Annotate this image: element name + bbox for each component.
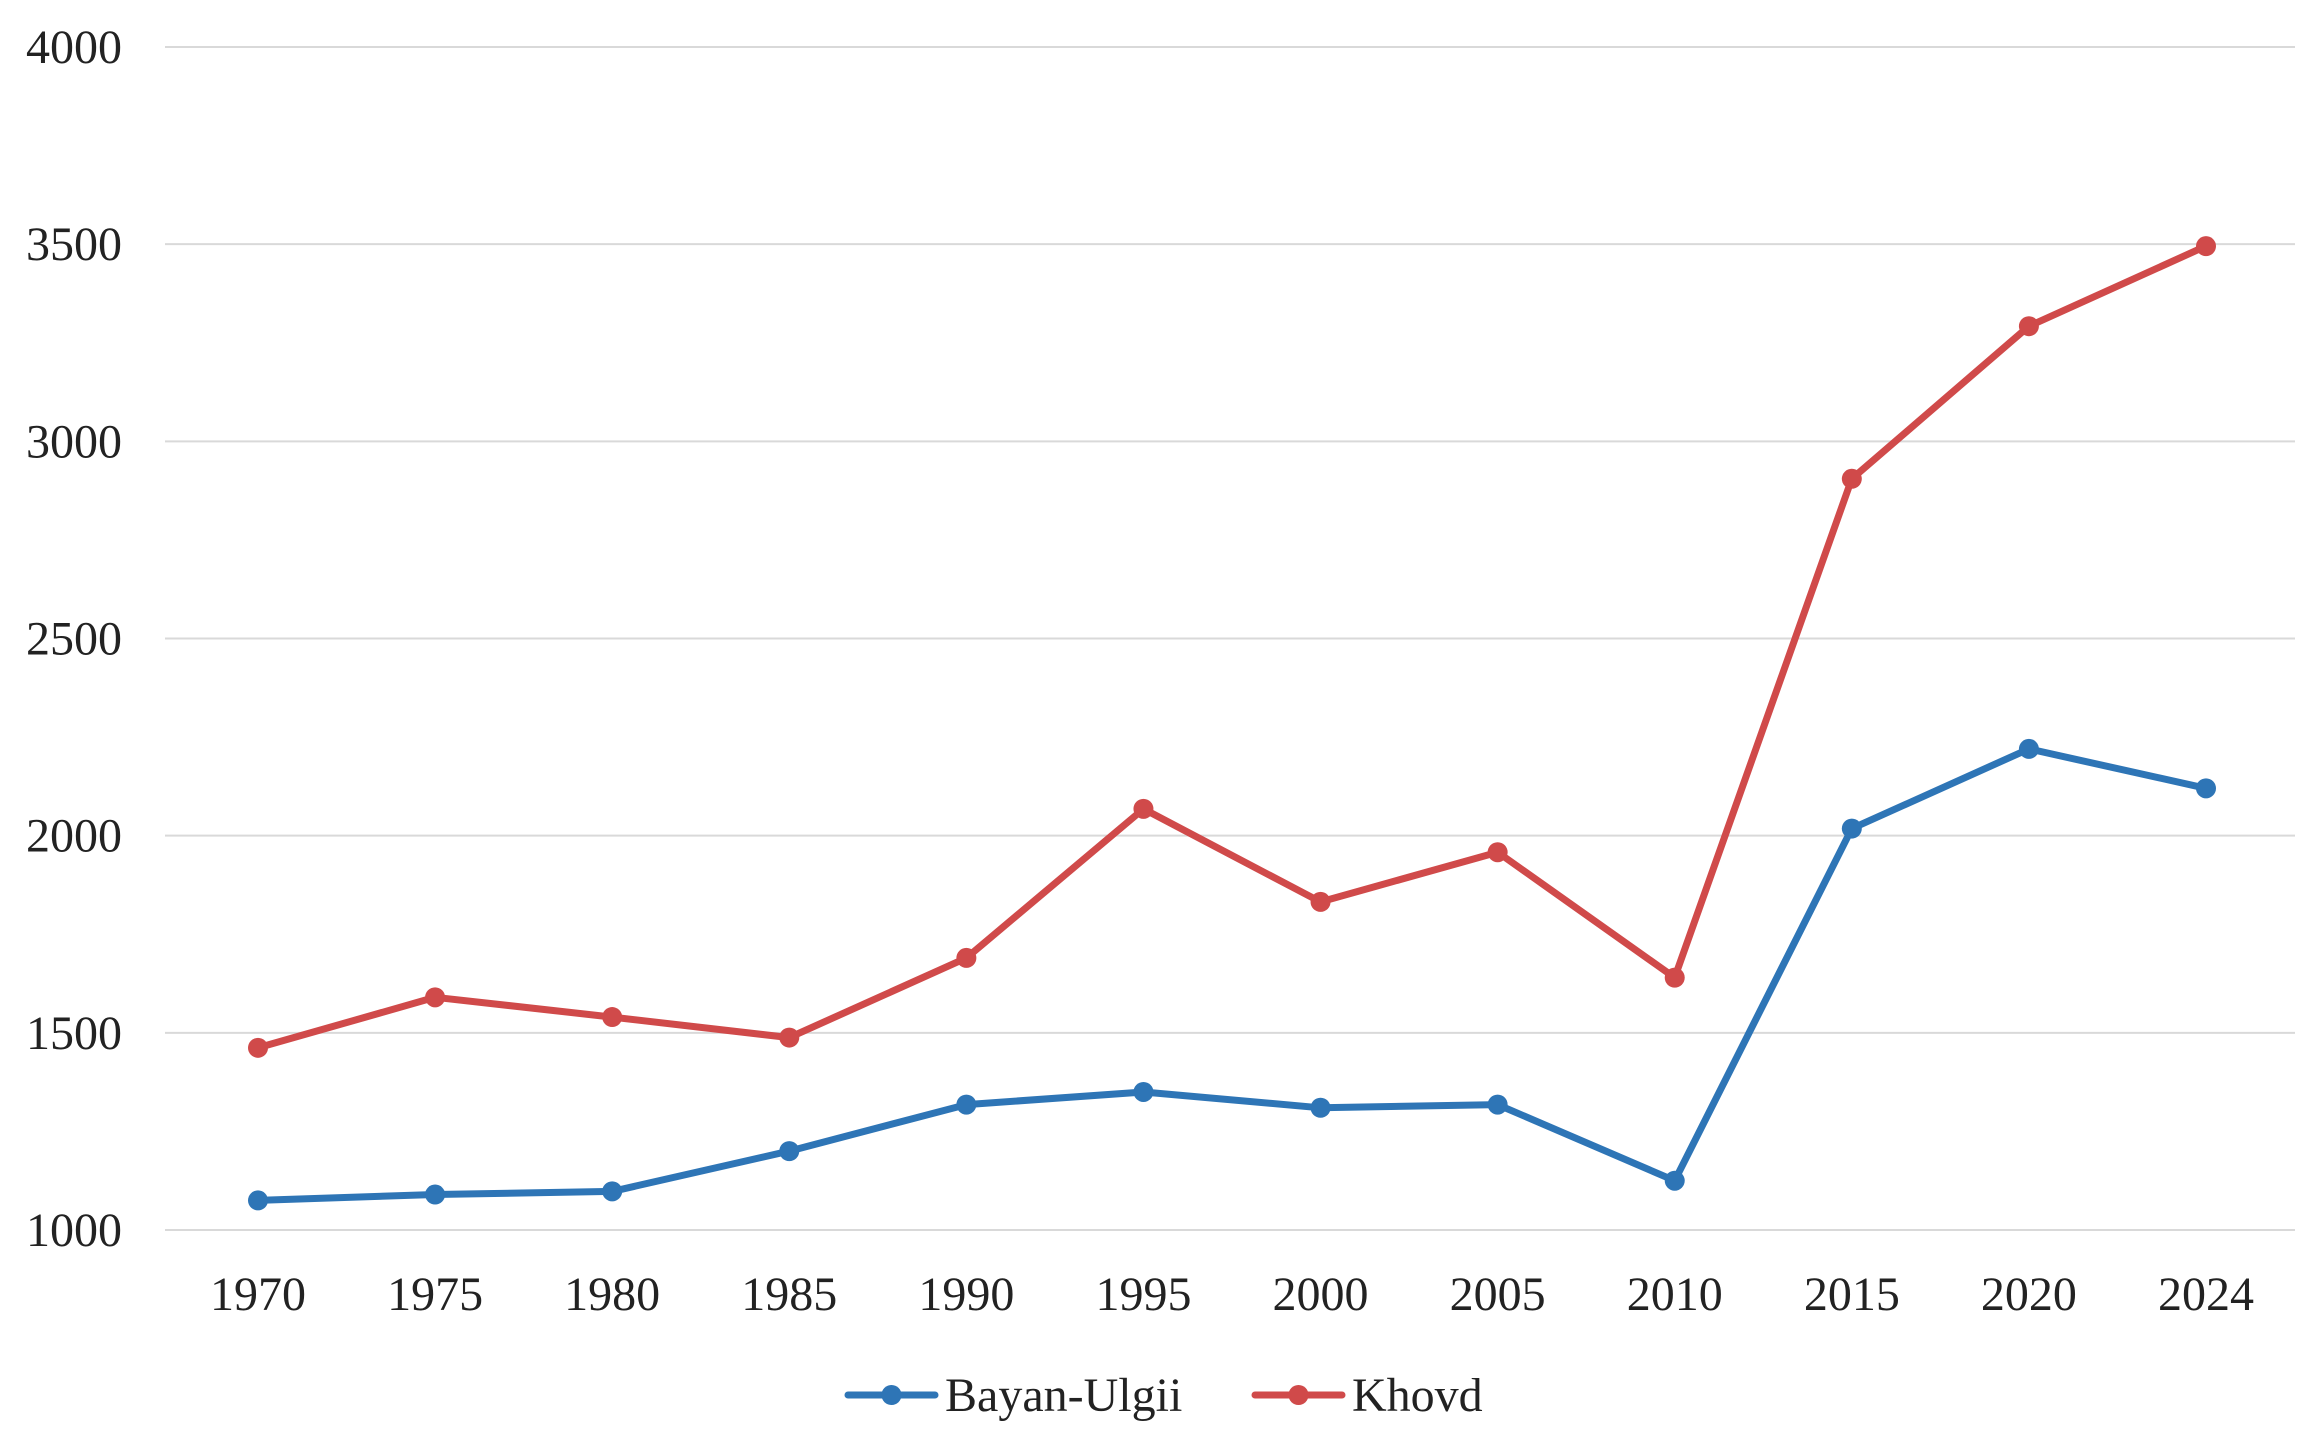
x-tick-label: 1970 (210, 1268, 306, 1321)
data-point-khovd (2018, 316, 2039, 337)
data-point-bayan-ulgii (2196, 778, 2216, 799)
data-point-khovd (2196, 236, 2216, 257)
data-point-bayan-ulgii (602, 1181, 623, 1202)
x-tick-label: 1975 (387, 1268, 483, 1321)
data-point-bayan-ulgii (1841, 818, 1862, 839)
x-tick-label: 1990 (918, 1268, 1014, 1321)
data-point-bayan-ulgii (1310, 1097, 1331, 1118)
x-tick-label: 1995 (1095, 1268, 1191, 1321)
x-tick-label: 2005 (1450, 1268, 1546, 1321)
data-point-bayan-ulgii (1664, 1170, 1685, 1191)
x-axis: 1970 1975 1980 1985 1990 1995 2000 2005 2010 2015… (210, 1268, 2254, 1321)
data-point-bayan-ulgii (425, 1184, 446, 1205)
data-point-bayan-ulgii (779, 1141, 800, 1162)
y-tick-label: 3000 (26, 415, 122, 468)
legend-swatch-marker (1288, 1385, 1309, 1405)
legend-label: Bayan-Ulgii (945, 1369, 1182, 1422)
legend-label: Khovd (1352, 1369, 1483, 1422)
y-tick-label: 2000 (26, 810, 122, 863)
data-point-bayan-ulgii (956, 1094, 977, 1115)
x-tick-label: 2024 (2158, 1268, 2254, 1321)
data-point-khovd (1664, 967, 1685, 988)
data-point-bayan-ulgii (2018, 738, 2039, 759)
y-tick-label: 3500 (26, 218, 122, 271)
data-point-khovd (956, 947, 977, 968)
data-point-khovd (248, 1037, 268, 1058)
data-point-bayan-ulgii (1133, 1081, 1154, 1102)
y-tick-label: 4000 (26, 21, 122, 74)
x-tick-label: 2020 (1981, 1268, 2077, 1321)
legend-swatch-marker (881, 1385, 902, 1405)
data-point-khovd (1841, 468, 1862, 489)
data-point-khovd (779, 1027, 800, 1048)
legend-item-bayan-ulgii: Bayan-Ulgii (844, 1369, 1182, 1422)
data-point-khovd (1133, 798, 1154, 819)
data-point-bayan-ulgii (248, 1190, 268, 1211)
x-tick-label: 2015 (1804, 1268, 1900, 1321)
y-tick-label: 2500 (26, 613, 122, 666)
grid-lines (165, 46, 2295, 1231)
data-point-khovd (425, 987, 446, 1008)
series-line-khovd (254, 242, 2210, 1052)
legend-item-khovd: Khovd (1251, 1369, 1483, 1422)
data-point-khovd (1487, 842, 1508, 863)
legend: Bayan-Ulgii Khovd (844, 1369, 1483, 1422)
plot-area (248, 236, 2216, 1211)
y-tick-label: 1500 (26, 1007, 122, 1060)
series-line-bayan-ulgii (254, 745, 2210, 1204)
data-point-khovd (1310, 891, 1331, 912)
y-tick-label: 1000 (26, 1204, 122, 1257)
x-tick-label: 1980 (564, 1268, 660, 1321)
x-tick-label: 2000 (1273, 1268, 1369, 1321)
x-tick-label: 2010 (1627, 1268, 1723, 1321)
y-axis: 1000 1500 2000 2500 3000 3500 4000 (26, 21, 122, 1257)
x-tick-label: 1985 (741, 1268, 837, 1321)
data-point-khovd (602, 1007, 623, 1028)
data-point-bayan-ulgii (1487, 1094, 1508, 1115)
